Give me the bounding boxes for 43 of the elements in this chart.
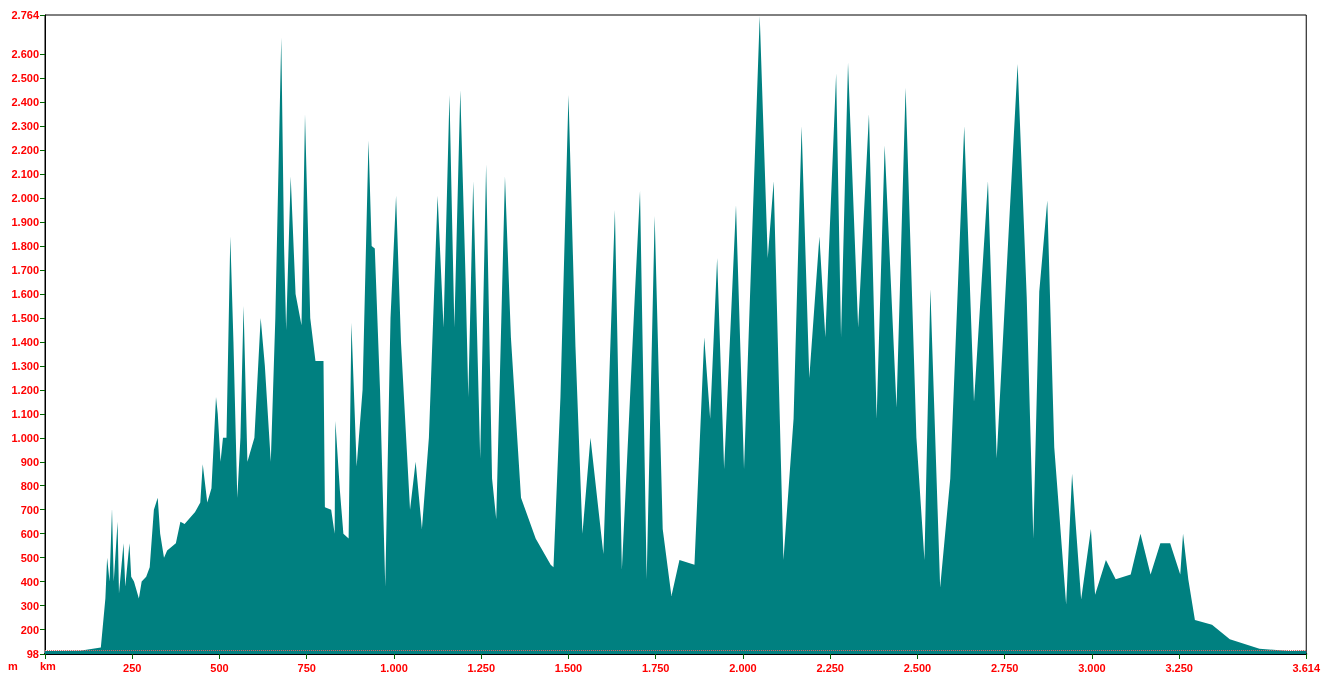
x-tick-label: 3.000 — [1078, 661, 1106, 674]
y-tick-label: 2.500 — [11, 72, 39, 85]
y-tick-label: 2.100 — [11, 168, 39, 181]
y-tick-label: 700 — [20, 503, 39, 516]
y-axis-title: m — [8, 659, 18, 672]
y-tick-label: 200 — [20, 623, 39, 636]
x-tick-label: 2.250 — [816, 661, 844, 674]
x-tick-label: 1.000 — [380, 661, 408, 674]
x-tick-label: 1.250 — [467, 661, 495, 674]
x-tick-label: 3.614 — [1292, 661, 1321, 674]
y-tick-label: 1.000 — [11, 431, 39, 444]
x-tick-label: 500 — [210, 661, 229, 674]
x-tick-label: 2.750 — [990, 661, 1019, 674]
x-tick-label: 250 — [123, 661, 142, 674]
y-tick-label: 1.200 — [11, 383, 39, 396]
y-tick-label: 1.300 — [11, 359, 39, 372]
x-tick-label: 1.750 — [641, 661, 670, 674]
y-tick-label: 600 — [20, 527, 39, 540]
y-tick-label: 2.000 — [11, 192, 39, 205]
y-tick-label: 2.400 — [11, 96, 39, 109]
y-tick-label: 1.800 — [11, 240, 39, 253]
y-tick-label: 1.700 — [11, 264, 39, 277]
x-tick-label: 2.500 — [903, 661, 932, 674]
y-tick-label: 2.300 — [11, 120, 39, 133]
x-tick-label: 3.250 — [1165, 661, 1193, 674]
y-tick-label: 400 — [20, 575, 39, 588]
y-tick-label: 98 — [26, 648, 39, 660]
x-axis-title: km — [40, 659, 57, 672]
y-tick-label: 1.500 — [11, 311, 39, 324]
x-tick-label: 750 — [297, 661, 316, 674]
y-tick-label: 2.200 — [11, 144, 39, 157]
y-tick-label: 300 — [20, 599, 39, 612]
y-tick-label: 1.900 — [11, 216, 39, 229]
y-tick-label: 1.400 — [11, 335, 39, 348]
y-tick-label: 1.100 — [11, 407, 39, 420]
y-tick-label: 2.600 — [11, 48, 39, 61]
x-tick-label: 2.000 — [729, 661, 757, 674]
y-tick-label: 900 — [20, 455, 39, 468]
y-tick-label: 2.764 — [11, 9, 40, 21]
y-tick-label: 800 — [20, 479, 39, 492]
y-tick-label: 1.600 — [11, 287, 39, 300]
x-tick-label: 1.500 — [554, 661, 583, 674]
y-tick-label: 500 — [20, 551, 39, 564]
